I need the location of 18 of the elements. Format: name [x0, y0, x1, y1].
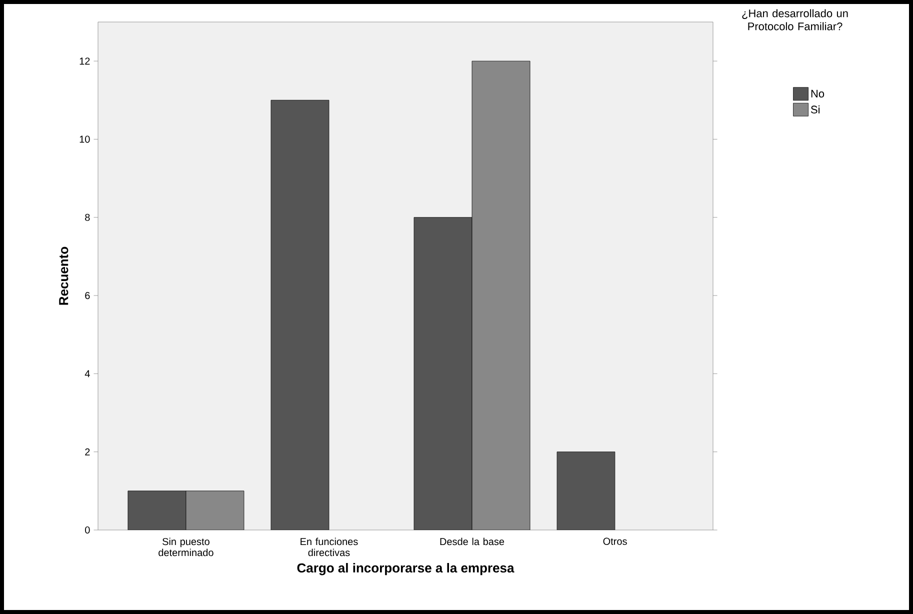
- legend-label: No: [811, 90, 824, 98]
- y-tick-label: 0: [85, 526, 90, 534]
- bar: [270, 100, 330, 530]
- y-tick-label: 6: [85, 292, 90, 300]
- y-axis-title: Recuento: [59, 246, 68, 305]
- legend-title: ¿Han desarrollado un Protocolo Familiar?: [742, 9, 848, 30]
- y-tick-label: 12: [80, 58, 90, 65]
- y-tick-label: 2: [85, 448, 90, 456]
- legend-label: Si: [810, 105, 820, 114]
- x-axis-title: Cargo al incorporarse a la empresa: [297, 563, 514, 576]
- y-tick-label: 10: [80, 136, 90, 143]
- bar: [556, 452, 616, 530]
- x-tick-label: Sin puesto determinado: [158, 538, 214, 556]
- x-tick-label: Otros: [603, 538, 627, 545]
- x-tick-label: Desde la base: [440, 538, 504, 546]
- y-tick-label: 8: [85, 214, 90, 221]
- y-tick-label: 4: [84, 370, 90, 378]
- x-tick-label: En funciones directivas: [300, 538, 358, 556]
